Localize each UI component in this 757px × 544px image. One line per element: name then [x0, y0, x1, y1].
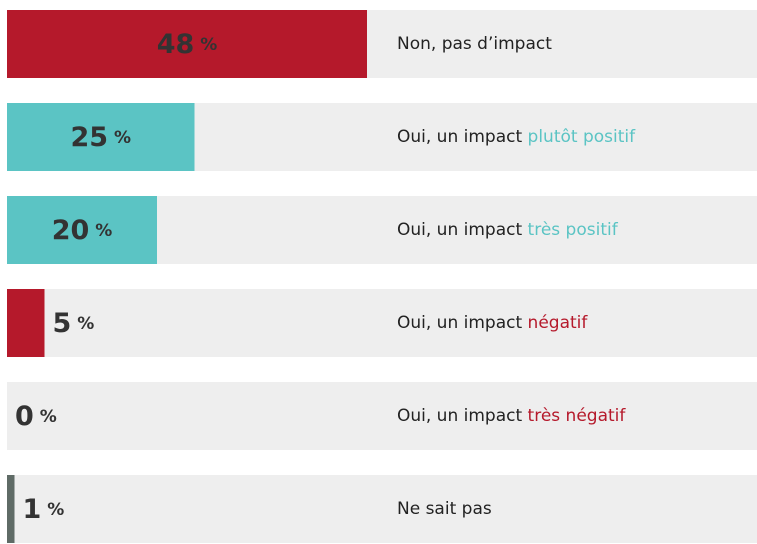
unit: % — [47, 500, 64, 520]
unit: % — [95, 221, 112, 241]
category-text: Oui, un impact — [397, 313, 528, 333]
category-highlight: très positif — [528, 220, 619, 240]
category-text: Oui, un impact — [397, 406, 528, 426]
value: 20 — [52, 215, 90, 246]
value-label: 25% — [70, 122, 131, 153]
bar — [7, 196, 157, 264]
category-highlight: très négatif — [528, 406, 627, 426]
category-text: Non, pas d’impact — [397, 34, 552, 54]
category-text: Oui, un impact — [397, 127, 528, 147]
unit: % — [40, 407, 57, 427]
value-label: 0% — [15, 401, 57, 432]
value-label: 5% — [53, 308, 95, 339]
unit: % — [200, 35, 217, 55]
unit: % — [114, 128, 131, 148]
category-label: Oui, un impact plutôt positif — [397, 127, 636, 147]
value: 0 — [15, 401, 34, 432]
value-label: 20% — [52, 215, 113, 246]
bar — [7, 10, 367, 78]
unit: % — [77, 314, 94, 334]
value-label: 1% — [23, 494, 65, 525]
bar — [7, 289, 45, 357]
value: 5 — [53, 308, 72, 339]
category-label: Oui, un impact très positif — [397, 220, 619, 240]
category-text: Ne sait pas — [397, 499, 492, 519]
category-label: Oui, un impact très négatif — [397, 406, 626, 426]
bar-background — [7, 289, 757, 357]
category-text: Oui, un impact — [397, 220, 528, 240]
category-label: Ne sait pas — [397, 499, 492, 519]
category-highlight: négatif — [528, 313, 589, 333]
value: 1 — [23, 494, 42, 525]
category-highlight: plutôt positif — [528, 127, 637, 147]
value-label: 48% — [157, 29, 218, 60]
value: 25 — [70, 122, 108, 153]
bar — [7, 103, 195, 171]
value: 48 — [157, 29, 195, 60]
bar-background — [7, 475, 757, 543]
category-label: Oui, un impact négatif — [397, 313, 588, 333]
category-label: Non, pas d’impact — [397, 34, 552, 54]
bar-background — [7, 382, 757, 450]
bar — [7, 475, 15, 543]
